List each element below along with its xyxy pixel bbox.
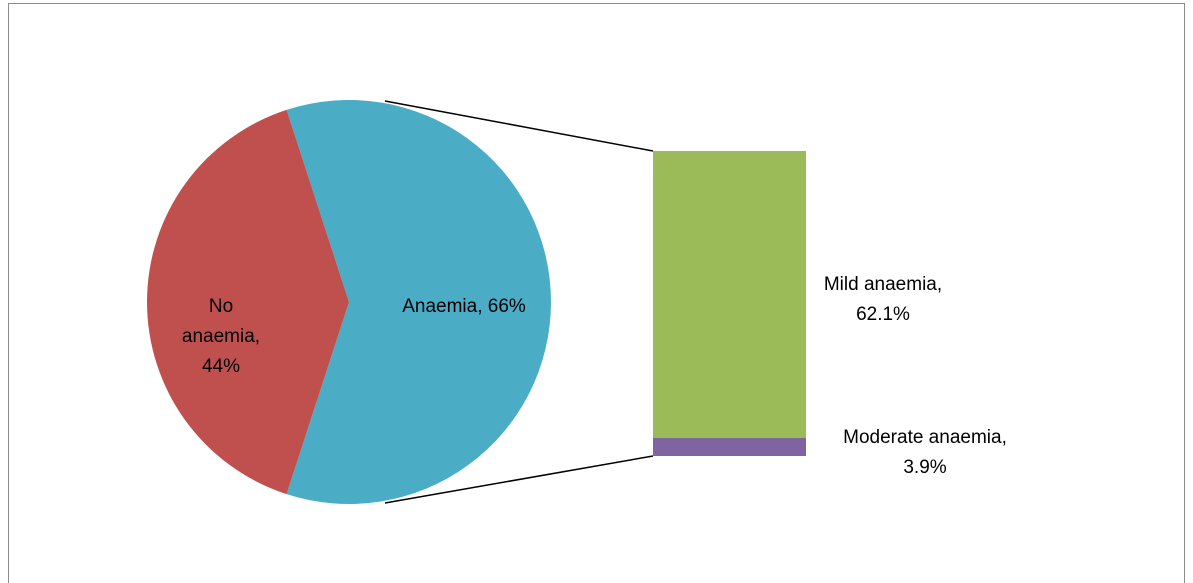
connector-line-bottom bbox=[384, 455, 654, 504]
bar-label-moderate-anaemia: Moderate anaemia, 3.9% bbox=[843, 427, 1007, 478]
data-labels: Anaemia, 66% No anaemia, 44% Mild anaemia, 62… bbox=[182, 274, 1007, 478]
pie-slice-anaemia bbox=[286, 99, 551, 504]
bar-segment-moderate-anaemia bbox=[653, 437, 806, 456]
bar-segment-mild-anaemia bbox=[653, 151, 806, 438]
pie-slice-no-anaemia bbox=[147, 109, 349, 495]
bar-group bbox=[653, 151, 806, 456]
pie-label-anaemia: Anaemia, 66% bbox=[402, 296, 526, 317]
connector-line-top bbox=[384, 100, 654, 152]
connector-lines bbox=[384, 100, 654, 504]
pie-group bbox=[147, 99, 551, 504]
bar-label-mild-anaemia: Mild anaemia, 62.1% bbox=[824, 274, 942, 325]
pie-label-no-anaemia: No anaemia, 44% bbox=[182, 296, 260, 377]
